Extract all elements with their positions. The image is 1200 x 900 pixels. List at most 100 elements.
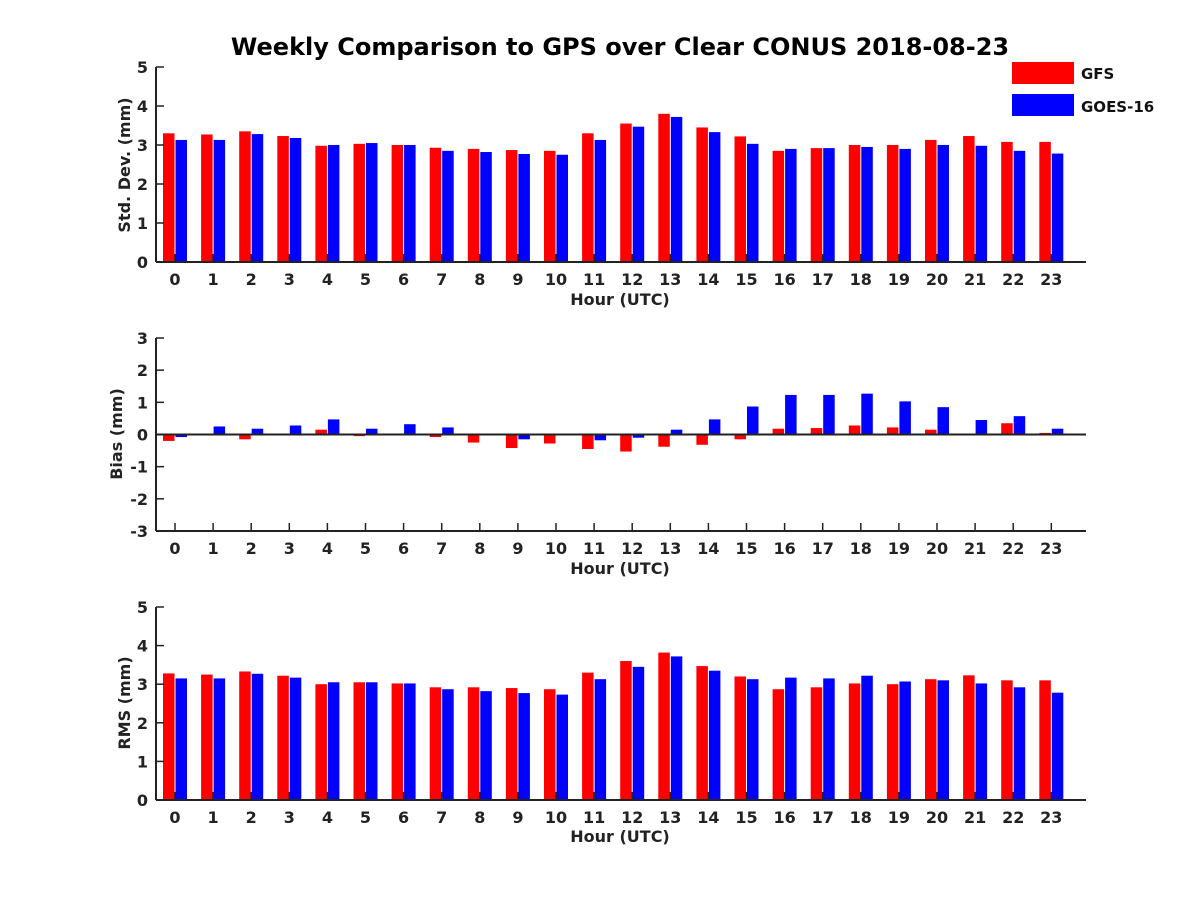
legend: GFS GOES-16 bbox=[1012, 62, 1154, 116]
xtick-label-bias: 14 bbox=[697, 539, 719, 558]
ytick-label-bias: 3 bbox=[137, 329, 148, 348]
bar-std-gfs-h0 bbox=[163, 133, 175, 262]
ytick-label-std: 3 bbox=[137, 136, 148, 155]
bar-std-gfs-h8 bbox=[467, 148, 480, 262]
ytick-label-rms: 3 bbox=[137, 675, 148, 694]
bar-rms-goes16-h17 bbox=[823, 678, 835, 800]
xtick-label-rms: 13 bbox=[659, 808, 681, 827]
bar-std-goes16-h6 bbox=[404, 145, 416, 262]
bar-rms-gfs-h19 bbox=[886, 684, 899, 800]
xtick-label-rms: 11 bbox=[583, 808, 605, 827]
xtick-label-rms: 2 bbox=[246, 808, 257, 827]
xtick-label-bias: 20 bbox=[926, 539, 948, 558]
xtick-label-bias: 10 bbox=[545, 539, 567, 558]
bar-rms-goes16-h9 bbox=[518, 693, 530, 800]
bar-rms-goes16-h2 bbox=[251, 673, 264, 800]
bar-bias-gfs-h19 bbox=[886, 427, 899, 435]
xtick-label-std: 0 bbox=[169, 270, 180, 289]
xtick-label-rms: 14 bbox=[697, 808, 719, 827]
xtick-label-bias: 7 bbox=[436, 539, 447, 558]
bar-bias-gfs-h18 bbox=[848, 425, 861, 435]
bar-rms-goes16-h1 bbox=[213, 678, 226, 800]
bar-std-goes16-h21 bbox=[975, 145, 988, 262]
bar-rms-goes16-h16 bbox=[785, 677, 797, 800]
ytick-label-bias: 2 bbox=[137, 361, 148, 380]
xtick-label-std: 18 bbox=[850, 270, 872, 289]
bar-rms-goes16-h7 bbox=[442, 689, 454, 800]
xtick-label-rms: 6 bbox=[398, 808, 409, 827]
ylabel-rms: RMS (mm) bbox=[115, 656, 134, 749]
bar-rms-goes16-h20 bbox=[937, 680, 949, 800]
bar-std-gfs-h14 bbox=[696, 127, 708, 262]
bar-rms-goes16-h21 bbox=[975, 683, 988, 800]
xlabel-rms: Hour (UTC) bbox=[570, 827, 670, 846]
bar-bias-gfs-h4 bbox=[315, 429, 327, 435]
xtick-label-bias: 22 bbox=[1002, 539, 1024, 558]
bar-rms-gfs-h6 bbox=[391, 683, 404, 800]
ytick-label-rms: 2 bbox=[137, 714, 148, 733]
xtick-label-std: 12 bbox=[621, 270, 643, 289]
xtick-label-rms: 19 bbox=[888, 808, 910, 827]
bar-bias-gfs-h12 bbox=[620, 434, 632, 452]
bar-bias-gfs-h20 bbox=[925, 429, 937, 435]
bar-rms-gfs-h8 bbox=[467, 687, 480, 800]
xtick-label-bias: 16 bbox=[773, 539, 795, 558]
bar-std-gfs-h5 bbox=[353, 143, 365, 262]
xtick-label-std: 22 bbox=[1002, 270, 1024, 289]
bar-std-gfs-h21 bbox=[963, 136, 975, 262]
legend-swatch-goes16 bbox=[1012, 94, 1074, 116]
xtick-label-std: 7 bbox=[436, 270, 447, 289]
bar-rms-gfs-h18 bbox=[848, 683, 861, 800]
bar-rms-gfs-h23 bbox=[1039, 680, 1051, 800]
xtick-label-rms: 17 bbox=[812, 808, 834, 827]
xtick-label-std: 9 bbox=[512, 270, 523, 289]
bar-rms-goes16-h13 bbox=[670, 656, 683, 800]
bar-bias-goes16-h17 bbox=[823, 394, 835, 435]
xtick-label-std: 3 bbox=[284, 270, 295, 289]
bar-std-goes16-h9 bbox=[518, 153, 530, 262]
chart-title: Weekly Comparison to GPS over Clear CONU… bbox=[231, 33, 1009, 61]
bar-std-gfs-h19 bbox=[886, 145, 899, 262]
bar-rms-goes16-h19 bbox=[899, 681, 911, 800]
bar-std-gfs-h11 bbox=[582, 133, 594, 262]
xlabel-bias: Hour (UTC) bbox=[570, 559, 670, 578]
xtick-label-rms: 3 bbox=[284, 808, 295, 827]
bar-std-gfs-h13 bbox=[658, 113, 670, 262]
xtick-label-rms: 4 bbox=[322, 808, 333, 827]
xtick-label-std: 1 bbox=[208, 270, 219, 289]
ytick-label-std: 5 bbox=[137, 58, 148, 77]
xtick-label-bias: 17 bbox=[812, 539, 834, 558]
xtick-label-rms: 18 bbox=[850, 808, 872, 827]
ytick-label-bias: -1 bbox=[130, 458, 148, 477]
bar-rms-gfs-h22 bbox=[1001, 680, 1013, 800]
bar-rms-gfs-h17 bbox=[810, 687, 823, 800]
bar-bias-goes16-h2 bbox=[251, 428, 264, 435]
xtick-label-std: 11 bbox=[583, 270, 605, 289]
bar-rms-goes16-h8 bbox=[480, 691, 492, 800]
bar-std-goes16-h2 bbox=[251, 134, 264, 262]
bar-rms-goes16-h6 bbox=[404, 683, 416, 800]
ytick-label-std: 0 bbox=[137, 253, 148, 272]
bar-rms-goes16-h3 bbox=[289, 677, 302, 800]
bar-bias-gfs-h13 bbox=[658, 434, 670, 447]
xtick-label-bias: 5 bbox=[360, 539, 371, 558]
xtick-label-std: 23 bbox=[1040, 270, 1062, 289]
bar-rms-gfs-h11 bbox=[582, 672, 594, 800]
xtick-label-rms: 10 bbox=[545, 808, 567, 827]
bar-std-gfs-h7 bbox=[429, 147, 442, 262]
bar-bias-goes16-h0 bbox=[175, 434, 187, 438]
bar-std-goes16-h12 bbox=[632, 126, 645, 262]
xtick-label-bias: 19 bbox=[888, 539, 910, 558]
bar-bias-goes16-h18 bbox=[861, 393, 873, 435]
bar-rms-goes16-h22 bbox=[1013, 687, 1026, 800]
xlabel-std-dev: Hour (UTC) bbox=[570, 290, 670, 309]
xtick-label-rms: 20 bbox=[926, 808, 948, 827]
xtick-label-bias: 23 bbox=[1040, 539, 1062, 558]
xtick-label-rms: 22 bbox=[1002, 808, 1024, 827]
bar-std-goes16-h13 bbox=[670, 116, 683, 262]
xtick-label-bias: 6 bbox=[398, 539, 409, 558]
xtick-label-std: 21 bbox=[964, 270, 986, 289]
bar-bias-goes16-h12 bbox=[632, 434, 645, 438]
bar-bias-goes16-h1 bbox=[213, 426, 226, 435]
